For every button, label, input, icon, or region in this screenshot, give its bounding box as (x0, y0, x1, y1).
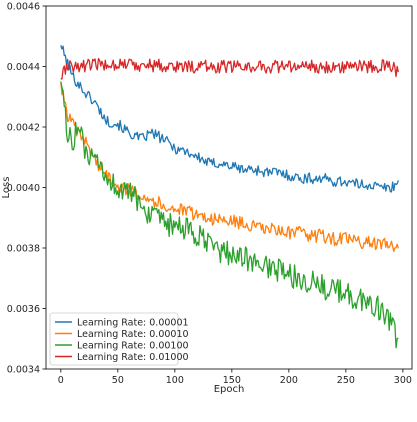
legend-label: Learning Rate: 0.00001 (77, 317, 189, 328)
x-tick-label: 0 (58, 375, 64, 386)
legend-label: Learning Rate: 0.01000 (77, 352, 189, 363)
legend-box (49, 312, 179, 366)
x-axis-title: Epoch (214, 384, 245, 395)
x-tick-label: 200 (280, 375, 298, 386)
y-tick-label: 0.0038 (7, 244, 40, 255)
y-tick-label: 0.0034 (7, 365, 40, 376)
x-tick-label: 50 (112, 375, 124, 386)
x-axis-ticks: 0 50 100 150 200 250 300 (58, 369, 412, 386)
series-lines (60, 45, 399, 349)
y-tick-label: 0.0044 (7, 62, 40, 73)
series-line-2 (60, 81, 399, 349)
series-line-3 (60, 58, 399, 80)
x-tick-label: 250 (337, 375, 355, 386)
y-tick-label: 0.0046 (7, 2, 40, 13)
legend-label: Learning Rate: 0.00100 (77, 340, 189, 351)
y-axis-title: Loss (1, 177, 12, 199)
x-tick-label: 150 (223, 375, 241, 386)
y-axis-ticks: 0.0034 0.0036 0.0038 0.0040 0.0042 0.0044 0.00… (7, 2, 46, 376)
y-tick-label: 0.0040 (7, 183, 40, 194)
x-tick-label: 300 (394, 375, 412, 386)
series-line-1 (60, 81, 399, 253)
y-tick-label: 0.0042 (7, 123, 40, 134)
legend-label: Learning Rate: 0.00010 (77, 329, 189, 340)
y-tick-label: 0.0036 (7, 304, 40, 315)
x-tick-label: 100 (166, 375, 184, 386)
series-line-0 (60, 45, 399, 193)
